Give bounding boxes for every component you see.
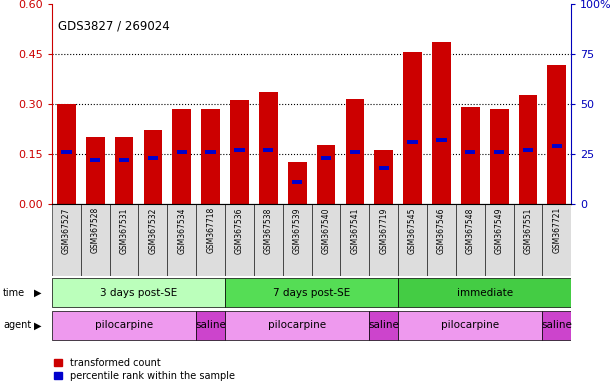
- Text: GSM367718: GSM367718: [206, 207, 215, 253]
- Text: GSM367721: GSM367721: [552, 207, 562, 253]
- Bar: [316, 145, 335, 204]
- Text: GSM367548: GSM367548: [466, 207, 475, 253]
- Text: saline: saline: [195, 320, 226, 331]
- Bar: [144, 130, 163, 204]
- Text: pilocarpine: pilocarpine: [95, 320, 153, 331]
- Text: ▶: ▶: [34, 320, 42, 331]
- Text: GSM367540: GSM367540: [321, 207, 331, 254]
- Bar: [403, 52, 422, 204]
- Bar: [86, 137, 104, 204]
- Text: immediate: immediate: [456, 288, 513, 298]
- FancyBboxPatch shape: [543, 311, 571, 340]
- Bar: [230, 100, 249, 204]
- FancyBboxPatch shape: [312, 204, 340, 276]
- Text: GDS3827 / 269024: GDS3827 / 269024: [58, 20, 170, 33]
- Text: GSM367539: GSM367539: [293, 207, 302, 254]
- Bar: [148, 156, 158, 160]
- Bar: [523, 147, 533, 152]
- Bar: [547, 65, 566, 204]
- Bar: [321, 156, 331, 160]
- FancyBboxPatch shape: [52, 311, 196, 340]
- FancyBboxPatch shape: [398, 204, 427, 276]
- Text: GSM367545: GSM367545: [408, 207, 417, 254]
- Text: GSM367532: GSM367532: [148, 207, 158, 253]
- Bar: [436, 137, 447, 142]
- Bar: [177, 150, 187, 154]
- Text: GSM367528: GSM367528: [90, 207, 100, 253]
- FancyBboxPatch shape: [52, 278, 225, 308]
- Bar: [115, 137, 133, 204]
- Bar: [345, 99, 364, 204]
- Text: ▶: ▶: [34, 288, 42, 298]
- Bar: [172, 109, 191, 204]
- Bar: [292, 180, 302, 184]
- Bar: [375, 150, 393, 204]
- Text: 3 days post-SE: 3 days post-SE: [100, 288, 177, 298]
- Bar: [288, 162, 307, 204]
- Text: pilocarpine: pilocarpine: [268, 320, 326, 331]
- Bar: [519, 95, 538, 204]
- Bar: [57, 104, 76, 204]
- Text: GSM367551: GSM367551: [524, 207, 533, 253]
- Text: pilocarpine: pilocarpine: [441, 320, 499, 331]
- Text: agent: agent: [3, 320, 31, 331]
- FancyBboxPatch shape: [340, 204, 369, 276]
- FancyBboxPatch shape: [109, 204, 139, 276]
- Bar: [263, 147, 274, 152]
- FancyBboxPatch shape: [196, 204, 225, 276]
- Bar: [379, 166, 389, 170]
- Text: GSM367531: GSM367531: [120, 207, 128, 253]
- Legend: transformed count, percentile rank within the sample: transformed count, percentile rank withi…: [54, 358, 235, 381]
- FancyBboxPatch shape: [225, 311, 369, 340]
- Bar: [490, 109, 508, 204]
- FancyBboxPatch shape: [167, 204, 196, 276]
- FancyBboxPatch shape: [283, 204, 312, 276]
- FancyBboxPatch shape: [81, 204, 109, 276]
- Bar: [408, 140, 418, 144]
- FancyBboxPatch shape: [485, 204, 514, 276]
- FancyBboxPatch shape: [225, 204, 254, 276]
- Bar: [61, 150, 71, 154]
- Text: GSM367534: GSM367534: [177, 207, 186, 254]
- Text: saline: saline: [368, 320, 399, 331]
- FancyBboxPatch shape: [196, 311, 225, 340]
- Text: GSM367538: GSM367538: [264, 207, 273, 253]
- Bar: [461, 107, 480, 204]
- FancyBboxPatch shape: [139, 204, 167, 276]
- FancyBboxPatch shape: [369, 311, 398, 340]
- Text: GSM367527: GSM367527: [62, 207, 71, 253]
- Bar: [552, 144, 562, 147]
- Text: GSM367536: GSM367536: [235, 207, 244, 254]
- FancyBboxPatch shape: [543, 204, 571, 276]
- FancyBboxPatch shape: [398, 311, 543, 340]
- Text: GSM367541: GSM367541: [350, 207, 359, 253]
- Text: time: time: [3, 288, 25, 298]
- Bar: [259, 92, 278, 204]
- Bar: [235, 147, 244, 152]
- FancyBboxPatch shape: [514, 204, 543, 276]
- FancyBboxPatch shape: [225, 278, 398, 308]
- Text: saline: saline: [541, 320, 573, 331]
- Bar: [494, 150, 504, 154]
- FancyBboxPatch shape: [398, 278, 571, 308]
- FancyBboxPatch shape: [52, 204, 81, 276]
- FancyBboxPatch shape: [427, 204, 456, 276]
- Bar: [432, 42, 451, 204]
- FancyBboxPatch shape: [456, 204, 485, 276]
- FancyBboxPatch shape: [369, 204, 398, 276]
- Text: 7 days post-SE: 7 days post-SE: [273, 288, 350, 298]
- Bar: [349, 150, 360, 154]
- Bar: [201, 109, 220, 204]
- Bar: [465, 150, 475, 154]
- Text: GSM367549: GSM367549: [495, 207, 503, 254]
- Text: GSM367719: GSM367719: [379, 207, 388, 253]
- Bar: [119, 157, 129, 162]
- FancyBboxPatch shape: [254, 204, 283, 276]
- Bar: [205, 150, 216, 154]
- Text: GSM367546: GSM367546: [437, 207, 446, 254]
- Bar: [90, 157, 100, 162]
